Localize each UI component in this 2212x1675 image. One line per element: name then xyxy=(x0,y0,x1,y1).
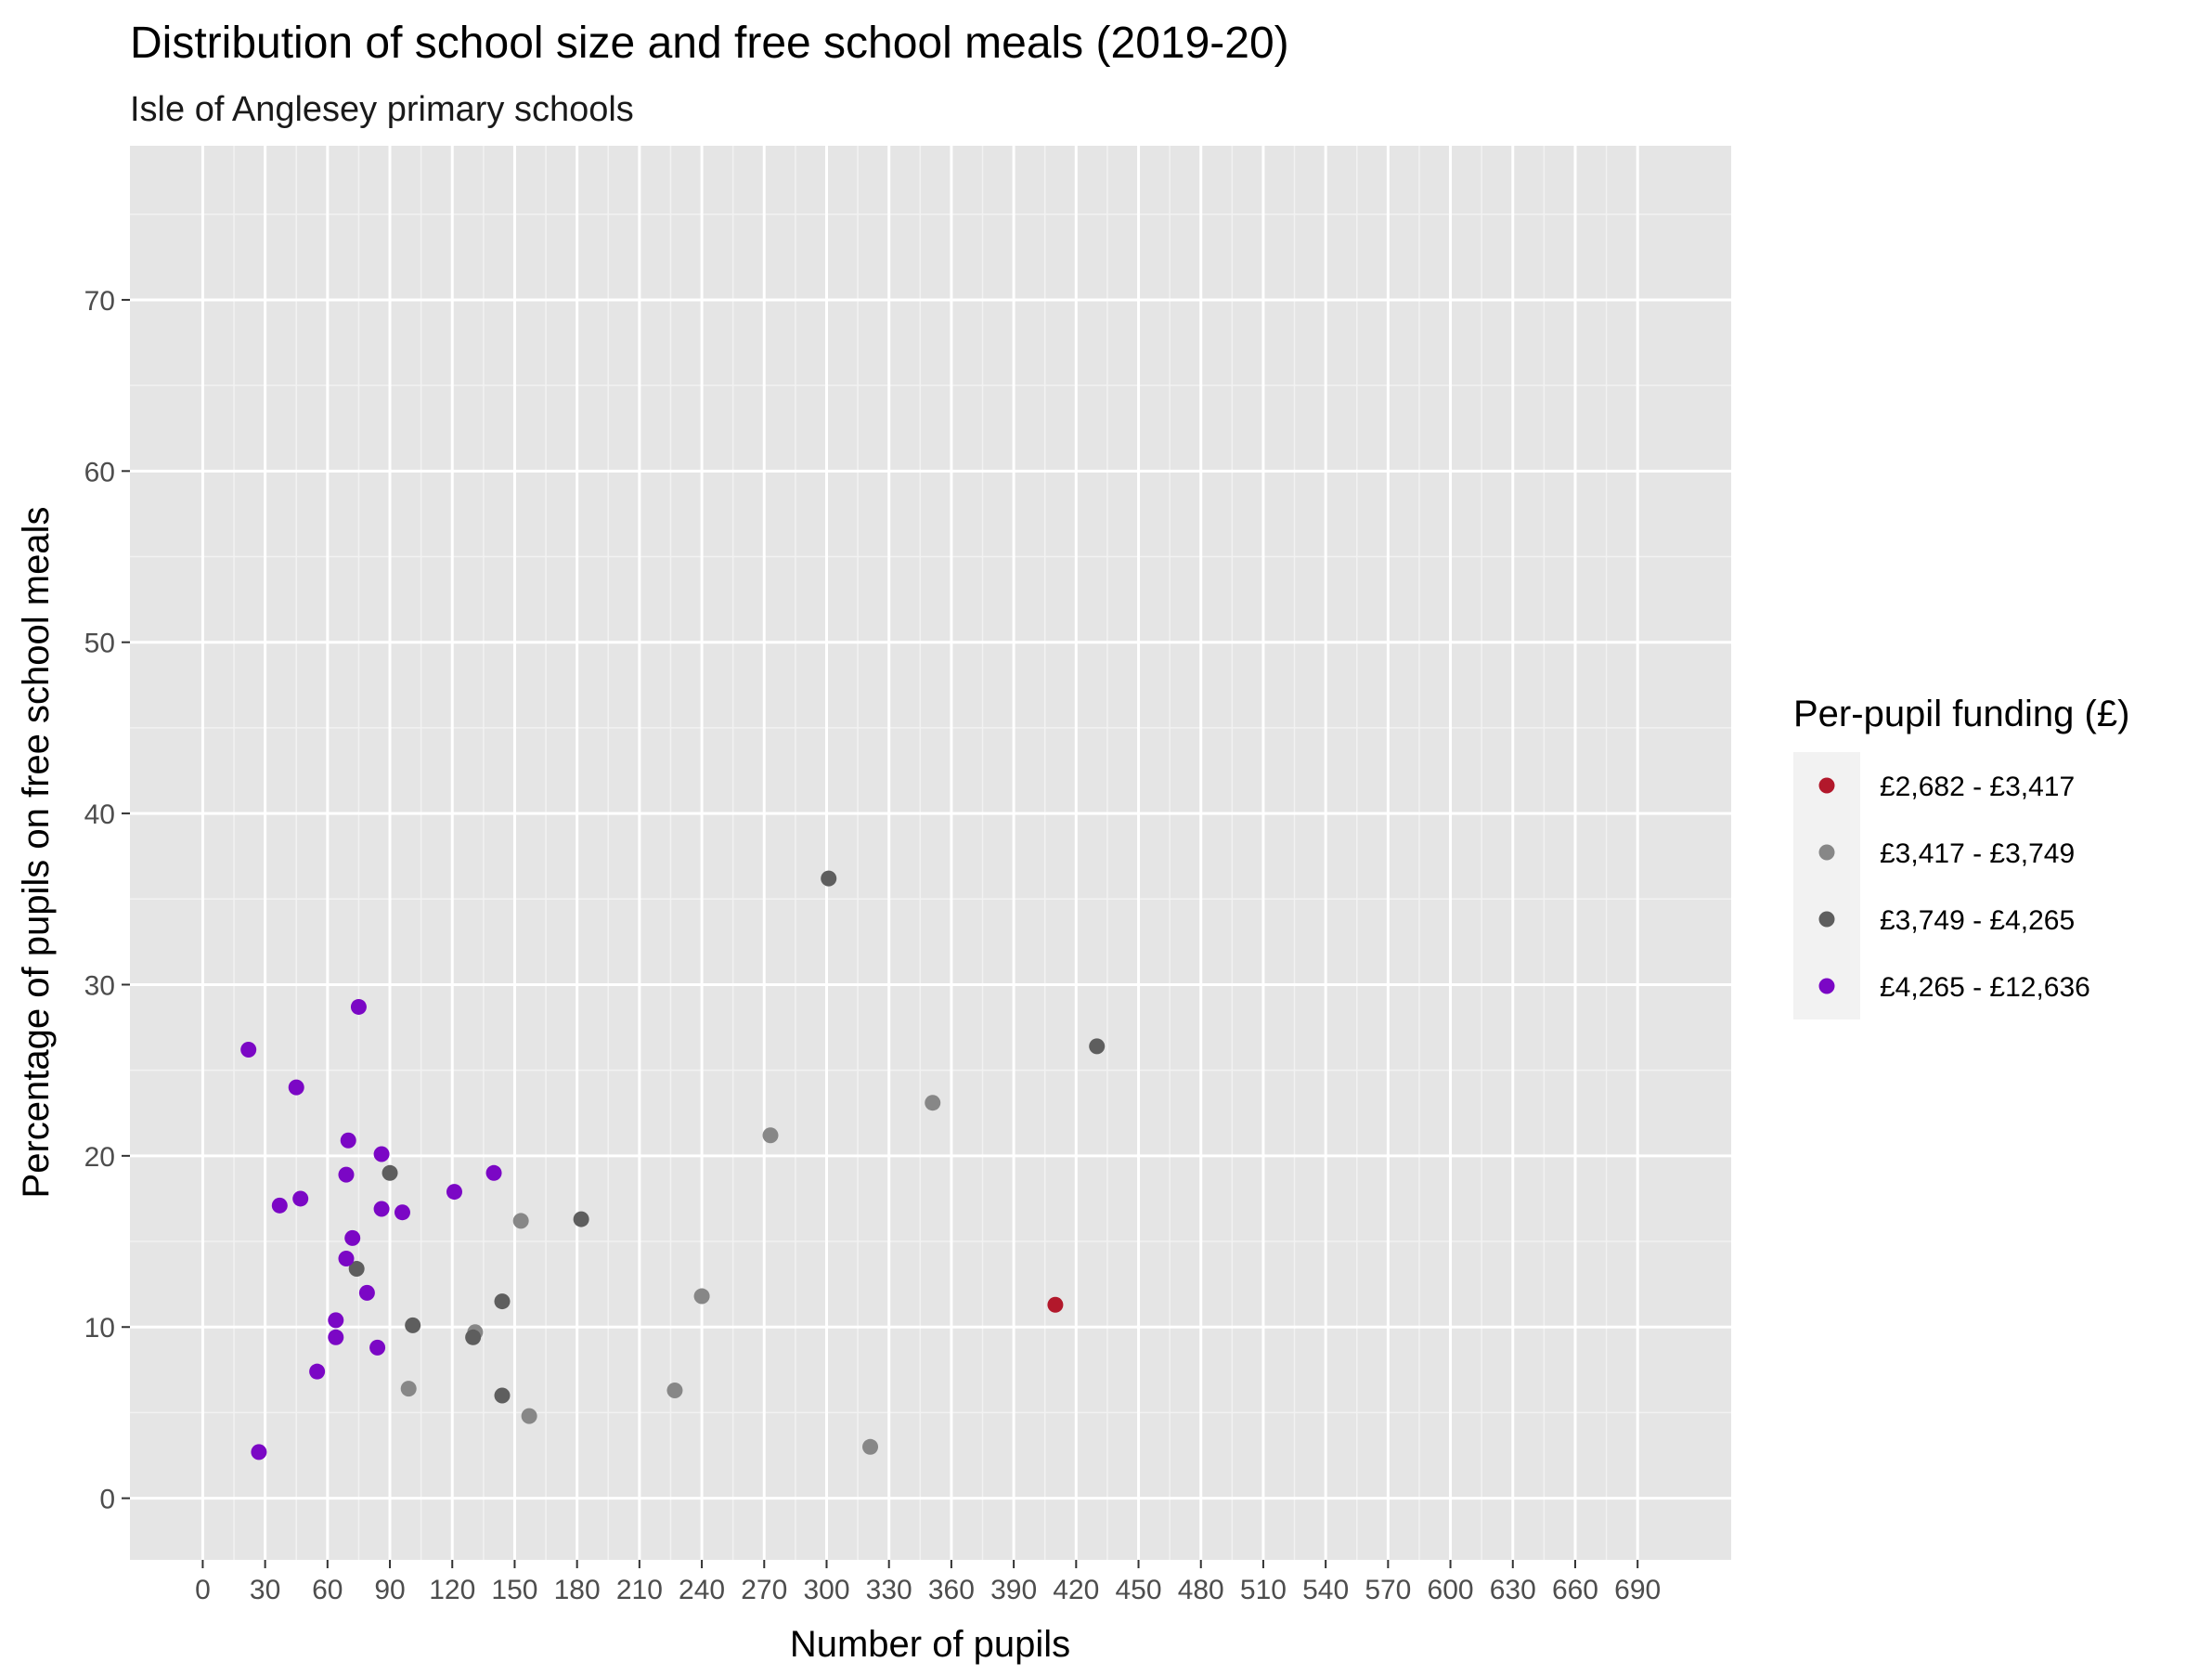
grid-minor xyxy=(130,146,1731,1560)
data-point-series-2 xyxy=(512,1213,529,1229)
data-point-series-3 xyxy=(1089,1038,1106,1055)
data-point-series-3 xyxy=(348,1261,365,1278)
x-tick-label: 330 xyxy=(866,1575,912,1605)
x-tick-label: 690 xyxy=(1614,1575,1661,1605)
data-point-series-4 xyxy=(328,1329,344,1345)
legend-label-4: £4,265 - £12,636 xyxy=(1880,972,2090,1003)
data-points xyxy=(240,870,1106,1461)
data-point-series-4 xyxy=(309,1363,326,1380)
chart-title: Distribution of school size and free sch… xyxy=(130,19,1289,68)
data-point-series-2 xyxy=(762,1127,779,1144)
legend-key-4 xyxy=(1818,978,1835,994)
chart-subtitle: Isle of Anglesey primary schools xyxy=(130,90,634,129)
data-point-series-4 xyxy=(251,1444,267,1461)
x-axis-title: Number of pupils xyxy=(790,1624,1070,1665)
x-tick-label: 660 xyxy=(1552,1575,1598,1605)
data-point-series-2 xyxy=(862,1438,879,1455)
x-tick-label: 600 xyxy=(1428,1575,1474,1605)
data-point-series-4 xyxy=(446,1184,462,1201)
data-point-series-4 xyxy=(344,1229,361,1246)
data-point-series-4 xyxy=(240,1042,257,1058)
y-axis: 0 10 20 30 40 50 60 70 xyxy=(84,286,130,1515)
y-tick-label: 0 xyxy=(99,1485,115,1515)
legend: Per-pupil funding (£) £2,682 - £3,417 £3,… xyxy=(1793,694,2129,1019)
x-tick-label: 210 xyxy=(616,1575,663,1605)
y-tick-label: 50 xyxy=(84,629,115,659)
x-tick-label: 420 xyxy=(1053,1575,1099,1605)
legend-label-2: £3,417 - £3,749 xyxy=(1880,838,2075,869)
y-tick-label: 30 xyxy=(84,970,115,1001)
y-tick-label: 70 xyxy=(84,286,115,317)
data-point-series-2 xyxy=(666,1382,683,1398)
data-point-series-4 xyxy=(373,1201,390,1217)
data-point-series-4 xyxy=(350,998,367,1015)
data-point-series-2 xyxy=(521,1408,537,1424)
data-point-series-3 xyxy=(465,1329,482,1345)
data-point-series-3 xyxy=(821,870,837,887)
data-point-series-4 xyxy=(373,1146,390,1162)
y-tick-label: 20 xyxy=(84,1142,115,1173)
x-tick-label: 270 xyxy=(741,1575,787,1605)
x-tick-label: 300 xyxy=(803,1575,849,1605)
legend-key-background xyxy=(1793,752,1860,1019)
data-point-series-4 xyxy=(394,1204,410,1221)
y-axis-title: Percentage of pupils on free school meal… xyxy=(16,507,57,1199)
legend-key-3 xyxy=(1818,911,1835,928)
data-point-series-3 xyxy=(494,1387,511,1404)
legend-key-2 xyxy=(1818,844,1835,861)
plot-panel xyxy=(130,146,1731,1560)
data-point-series-2 xyxy=(693,1288,710,1305)
x-tick-label: 360 xyxy=(928,1575,975,1605)
data-point-series-3 xyxy=(382,1164,398,1181)
data-point-series-3 xyxy=(494,1293,511,1310)
data-point-series-4 xyxy=(292,1190,309,1207)
x-tick-label: 450 xyxy=(1115,1575,1161,1605)
y-tick-label: 10 xyxy=(84,1313,115,1344)
data-point-series-3 xyxy=(573,1211,589,1227)
x-tick-label: 120 xyxy=(429,1575,475,1605)
data-point-series-4 xyxy=(369,1339,386,1356)
data-point-series-4 xyxy=(288,1079,304,1096)
x-tick-label: 90 xyxy=(374,1575,405,1605)
data-point-series-4 xyxy=(338,1250,355,1266)
data-point-series-4 xyxy=(338,1166,355,1183)
data-point-series-4 xyxy=(340,1132,356,1149)
data-point-series-4 xyxy=(271,1197,288,1214)
x-tick-label: 60 xyxy=(312,1575,343,1605)
data-point-series-2 xyxy=(925,1095,941,1111)
x-tick-label: 30 xyxy=(250,1575,280,1605)
x-axis: 0 30 60 90 120 150 180 210 240 270 300 330 360 390 420… xyxy=(195,1560,1661,1605)
legend-key-1 xyxy=(1818,777,1835,794)
data-point-series-4 xyxy=(358,1284,375,1301)
x-tick-label: 150 xyxy=(491,1575,537,1605)
x-tick-label: 510 xyxy=(1240,1575,1287,1605)
x-tick-label: 180 xyxy=(554,1575,601,1605)
legend-label-1: £2,682 - £3,417 xyxy=(1880,772,2075,802)
x-tick-label: 540 xyxy=(1302,1575,1349,1605)
x-tick-label: 480 xyxy=(1178,1575,1224,1605)
data-point-series-1 xyxy=(1047,1296,1064,1313)
data-point-series-4 xyxy=(485,1164,502,1181)
data-point-series-3 xyxy=(405,1317,421,1333)
data-point-series-2 xyxy=(400,1381,417,1397)
x-tick-label: 570 xyxy=(1365,1575,1411,1605)
x-tick-label: 0 xyxy=(195,1575,211,1605)
x-tick-label: 630 xyxy=(1490,1575,1536,1605)
x-tick-label: 390 xyxy=(990,1575,1037,1605)
grid-major xyxy=(130,146,1731,1560)
x-tick-label: 240 xyxy=(679,1575,725,1605)
data-point-series-4 xyxy=(328,1312,344,1329)
y-tick-label: 60 xyxy=(84,457,115,487)
y-tick-label: 40 xyxy=(84,799,115,830)
legend-label-3: £3,749 - £4,265 xyxy=(1880,905,2075,936)
legend-title: Per-pupil funding (£) xyxy=(1793,694,2129,734)
